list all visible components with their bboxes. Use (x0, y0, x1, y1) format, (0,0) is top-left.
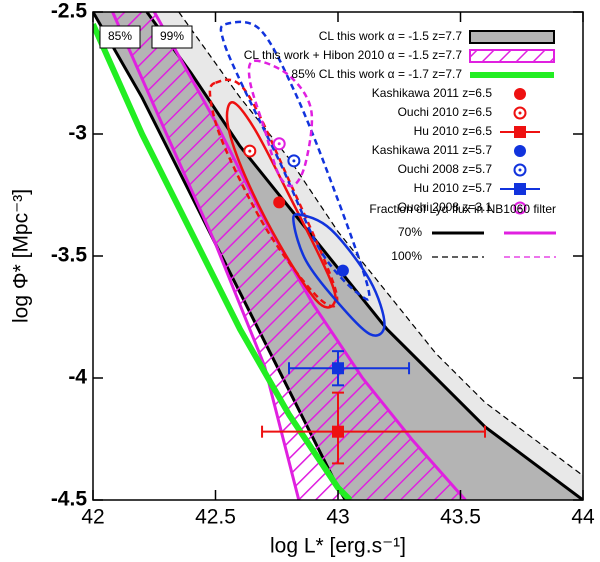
band-fill (112, 12, 466, 500)
contour (225, 101, 337, 309)
y-tick-label: -2.5 (51, 0, 88, 23)
overlay: 42 42.5 43 43.5 44 -2.5 -3 -3.5 -4 -4.5 85% 99% CL t… (51, 0, 595, 529)
annotation-box (151, 25, 193, 49)
marker-dot (277, 142, 281, 146)
x-tick-label: 42 (81, 506, 104, 529)
marker-dot (248, 149, 252, 153)
legend-label: Ouchi 2010 z=6.5 (398, 105, 493, 119)
legend-label: Kashikawa 2011 z=6.5 (372, 86, 493, 100)
marker (287, 154, 301, 168)
x-tick-label: 44 (571, 506, 595, 529)
note-label: 100% (391, 249, 422, 263)
contour (219, 20, 371, 301)
y-tick-label: -4.5 (51, 488, 88, 511)
x-tick-label: 43 (326, 506, 349, 529)
legend-label: CL this work α = -1.5 z=7.7 (319, 29, 463, 43)
legend-swatch (469, 30, 555, 44)
marker (513, 163, 527, 177)
marker (272, 137, 286, 151)
marker (332, 425, 344, 438)
legend-label: Hu 2010 z=6.5 (414, 124, 493, 138)
annotation: 85% (108, 29, 132, 43)
annotation: 99% (160, 29, 184, 43)
x-tick-label: 42.5 (195, 506, 236, 529)
marker (514, 126, 526, 138)
y-tick-label: -4 (68, 366, 87, 389)
y-axis-label: log Φ* [Mpc⁻³] (10, 189, 33, 323)
plot-area (93, 12, 583, 500)
marker (514, 88, 526, 100)
marker (514, 145, 526, 157)
legend-label: CL this work + Hibon 2010 α = -1.5 z=7.7 (244, 48, 463, 62)
x-axis-label: log L* [erg.s⁻¹] (270, 535, 406, 558)
y-tick-label: -3 (68, 122, 87, 145)
legend-label: Ouchi 2008 z=3.1 (398, 200, 493, 214)
legend-label: Kashikawa 2011 z=5.7 (372, 143, 493, 157)
legend-label: Hu 2010 z=5.7 (414, 181, 493, 195)
marker (513, 106, 527, 120)
band-edge (178, 12, 583, 477)
marker (513, 201, 527, 215)
legend-label: 85% CL this work α = -1.7 z=7.7 (291, 67, 462, 81)
x-tick-label: 43.5 (440, 506, 481, 529)
contour (292, 213, 386, 337)
marker-dot (518, 168, 522, 172)
marker-dot (292, 159, 296, 163)
contour (247, 59, 314, 188)
band-edge (111, 12, 301, 500)
annotation-box (99, 25, 141, 49)
marker (243, 144, 257, 158)
marker (273, 196, 286, 209)
marker (514, 183, 526, 195)
note-label: 70% (398, 225, 422, 239)
band-edge (145, 12, 583, 500)
legend-label: Ouchi 2008 z=5.7 (398, 162, 493, 176)
y-tick-label: -3.5 (51, 244, 88, 267)
note-title: Fraction of Lyα flux in NB1060 filter (369, 202, 556, 216)
marker-dot (518, 111, 522, 115)
contour (208, 78, 339, 308)
marker (336, 264, 349, 277)
marker (332, 362, 344, 375)
legend-swatch (469, 49, 555, 63)
line (93, 22, 353, 500)
marker-dot (518, 206, 522, 210)
band-fill (146, 12, 583, 500)
